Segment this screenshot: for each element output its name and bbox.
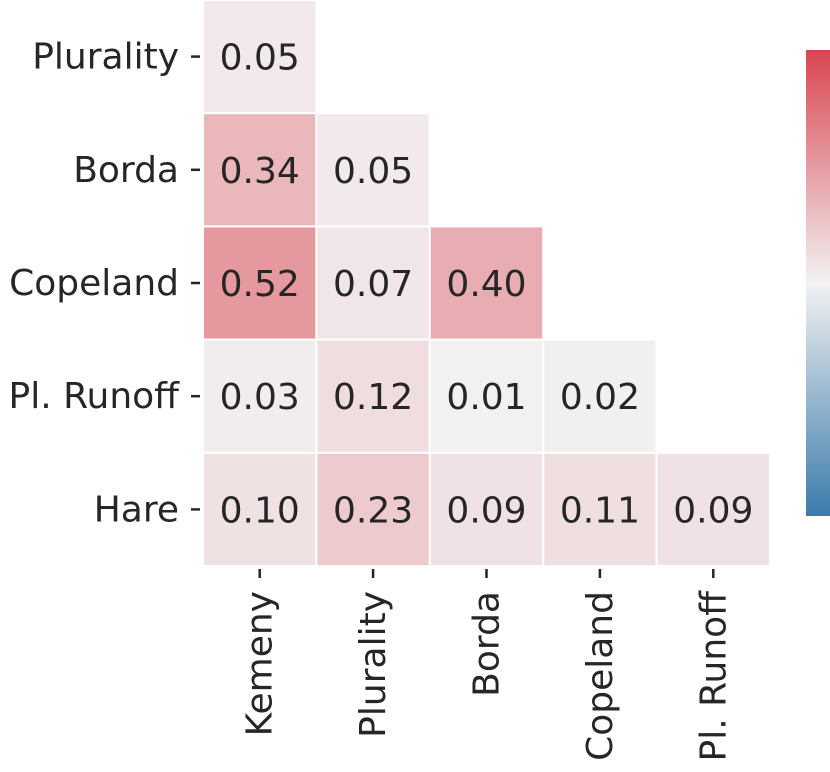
cell-value-label: 0.52 [220,264,300,305]
colorbar [806,50,830,516]
y-axis: Plurality Borda Copeland Pl. Runoff Hare [9,37,200,530]
heatmap-cell [202,451,318,567]
heatmap-cell [202,225,318,341]
cell-value-label: 0.40 [446,264,526,305]
y-tick-label: Borda [73,150,179,191]
heatmap-cell [202,112,318,228]
cell-value-label: 0.07 [333,264,413,305]
heatmap-cell [428,451,545,567]
cell-value-label: 0.10 [220,490,300,531]
heatmap-cell [542,338,658,454]
x-axis: Kemeny Plurality Borda Copeland Pl. Runoff [240,569,734,762]
x-tick-label: Borda [467,591,508,697]
heatmap-cell [202,338,318,454]
x-tick-label: Pl. Runoff [693,590,734,762]
cell-value-label: 0.09 [446,490,526,531]
heatmap-cells [202,0,771,567]
cell-value-label: 0.34 [220,151,300,192]
cell-value-label: 0.23 [333,490,413,531]
heatmap-cell [315,451,431,567]
cell-value-label: 0.09 [673,490,753,531]
heatmap-cell [202,0,318,115]
cell-value-label: 0.05 [333,151,413,192]
heatmap-cell [542,451,658,567]
heatmap-cell [655,451,771,567]
x-tick-label: Copeland [580,591,621,761]
x-tick-label: Kemeny [240,591,281,736]
y-tick-label: Hare [94,489,179,530]
y-tick-label: Pl. Runoff [9,376,181,417]
heatmap-cell-labels: 0.05 0.34 0.05 0.52 0.07 0.40 0.03 0.12 0.01 0.02… [220,38,754,532]
cell-value-label: 0.03 [220,377,300,418]
cell-value-label: 0.02 [560,377,640,418]
y-tick-label: Plurality [32,37,179,78]
x-tick-label: Plurality [353,591,394,738]
cell-value-label: 0.05 [220,38,300,79]
heatmap-cell [428,225,545,341]
heatmap-cell [315,225,431,341]
cell-value-label: 0.12 [333,377,413,418]
cell-value-label: 0.11 [560,490,640,531]
cell-value-label: 0.01 [446,377,526,418]
y-tick-label: Copeland [9,263,179,304]
